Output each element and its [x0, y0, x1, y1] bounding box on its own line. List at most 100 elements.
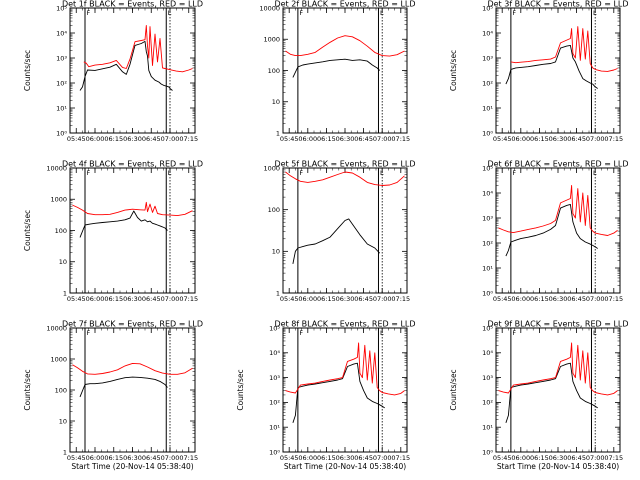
x-axis-label: Start Time (20-Nov-14 05:38:40)	[497, 462, 619, 471]
x-tick-label: 06:00	[511, 295, 530, 303]
x-tick-label: 06:00	[298, 135, 317, 143]
panel-det5: Det 5f BLACK = Events, RED = LLD 1 10 100 10…	[263, 160, 415, 304]
y-tick-label: 10⁴	[482, 189, 493, 197]
y-tick-label: 10³	[482, 214, 493, 222]
x-tick-label: 05:45	[280, 295, 299, 303]
y-tick-label: 10⁵	[269, 324, 280, 332]
y-tick-label: 10⁰	[482, 129, 493, 137]
y-tick-label: 10⁰	[482, 289, 493, 297]
y-axis-label: Counts/sec	[23, 369, 32, 410]
x-tick-label: 06:45	[142, 135, 161, 143]
y-tick-label: 10⁵	[482, 4, 493, 12]
x-tick-label: 06:00	[511, 135, 530, 143]
y-tick-label: 100	[268, 206, 280, 214]
x-tick-label: 06:45	[354, 454, 373, 462]
y-tick-label: 10000	[259, 4, 280, 12]
y-tick-label: 1000	[50, 196, 67, 204]
x-tick-label: 06:30	[549, 454, 568, 462]
panel-det1: Det 1f BLACK = Events, RED = LLD Counts/s…	[23, 0, 203, 143]
plot-frame	[495, 327, 621, 453]
x-tick-label: 06:30	[549, 295, 568, 303]
series-events	[505, 203, 598, 257]
panel-det6: Det 6f BLACK = Events, RED = LLD 10⁰ 10¹ 10…	[482, 160, 628, 304]
y-tick-label: 10⁴	[482, 349, 493, 357]
y-tick-label: 1000	[263, 164, 280, 172]
series-lld	[285, 35, 405, 57]
y-tick-label: 10²	[56, 79, 67, 87]
x-tick-label: 06:00	[298, 295, 317, 303]
marker-label-f: F	[299, 169, 303, 177]
y-tick-label: 100	[268, 67, 280, 75]
x-tick-label: 06:00	[86, 135, 105, 143]
y-tick-label: 1	[63, 448, 67, 456]
y-tick-label: 10¹	[269, 424, 280, 432]
x-tick-label: 07:15	[179, 135, 198, 143]
x-tick-label: 07:15	[391, 454, 410, 462]
x-tick-label: 07:15	[179, 454, 198, 462]
x-tick-label: 06:15	[104, 295, 123, 303]
series-lld	[285, 171, 405, 186]
series-events	[79, 40, 173, 91]
y-tick-label: 10²	[269, 399, 280, 407]
panel-title: Det 9f BLACK = Events, RED = LLD	[487, 320, 628, 329]
x-tick-label: 05:45	[280, 454, 299, 462]
panel-title: Det 7f BLACK = Events, RED = LLD	[62, 320, 203, 329]
x-tick-label: 07:00	[373, 295, 392, 303]
y-tick-label: 10⁴	[56, 29, 67, 37]
y-tick-label: 10⁵	[482, 324, 493, 332]
x-tick-label: 06:30	[123, 295, 142, 303]
x-tick-label: 06:30	[123, 454, 142, 462]
x-tick-label: 07:15	[391, 295, 410, 303]
series-lld	[510, 26, 618, 72]
x-tick-label: 07:00	[586, 454, 605, 462]
y-tick-label: 10³	[269, 374, 280, 382]
x-tick-label: 06:00	[86, 454, 105, 462]
x-axis-label: Start Time (20-Nov-14 05:38:40)	[71, 462, 193, 471]
y-axis-label: Counts/sec	[23, 50, 32, 91]
marker-label-l: L	[593, 169, 597, 177]
y-tick-label: 10¹	[482, 264, 493, 272]
x-tick-label: 07:00	[586, 295, 605, 303]
series-events	[292, 362, 385, 423]
y-tick-label: 10000	[46, 164, 67, 172]
x-tick-label: 06:30	[336, 295, 355, 303]
marker-label-l: L	[380, 9, 384, 17]
x-tick-label: 07:00	[161, 454, 180, 462]
panel-title: Det 8f BLACK = Events, RED = LLD	[274, 320, 415, 329]
y-tick-label: 100	[55, 386, 67, 394]
x-tick-label: 05:45	[493, 454, 512, 462]
x-tick-label: 06:15	[530, 135, 549, 143]
series-lld	[498, 342, 618, 396]
series-events	[505, 44, 598, 89]
marker-label-f: F	[512, 169, 516, 177]
y-tick-label: 10¹	[482, 424, 493, 432]
y-tick-label: 1	[276, 129, 280, 137]
plot-frame	[69, 7, 196, 134]
marker-label-l: L	[168, 9, 172, 17]
y-tick-label: 1000	[263, 36, 280, 44]
y-axis-label: Counts/sec	[23, 210, 32, 251]
x-tick-label: 06:45	[354, 295, 373, 303]
panel-det8: Det 8f BLACK = Events, RED = LLD Counts/s…	[236, 320, 416, 472]
y-tick-label: 10³	[482, 374, 493, 382]
x-tick-label: 06:45	[354, 135, 373, 143]
series-events	[79, 376, 168, 398]
marker-label-l: L	[168, 169, 172, 177]
y-tick-label: 10²	[482, 239, 493, 247]
x-tick-label: 07:15	[179, 295, 198, 303]
y-tick-label: 10⁵	[482, 164, 493, 172]
marker-label-f: F	[299, 9, 303, 17]
panel-det2: Det 2f BLACK = Events, RED = LLD 1 10 100 10…	[259, 0, 415, 143]
series-events	[292, 58, 381, 78]
marker-label-l: L	[593, 9, 597, 17]
x-tick-label: 07:15	[391, 135, 410, 143]
x-tick-label: 06:15	[317, 135, 336, 143]
panel-det7: Det 7f BLACK = Events, RED = LLD Counts/s…	[23, 320, 203, 472]
series-events	[292, 218, 381, 264]
y-tick-label: 10000	[46, 324, 67, 332]
series-lld	[498, 185, 618, 236]
x-tick-label: 06:15	[104, 135, 123, 143]
plot-frame	[495, 167, 621, 294]
marker-label-f: F	[87, 169, 91, 177]
x-tick-label: 06:45	[567, 135, 586, 143]
